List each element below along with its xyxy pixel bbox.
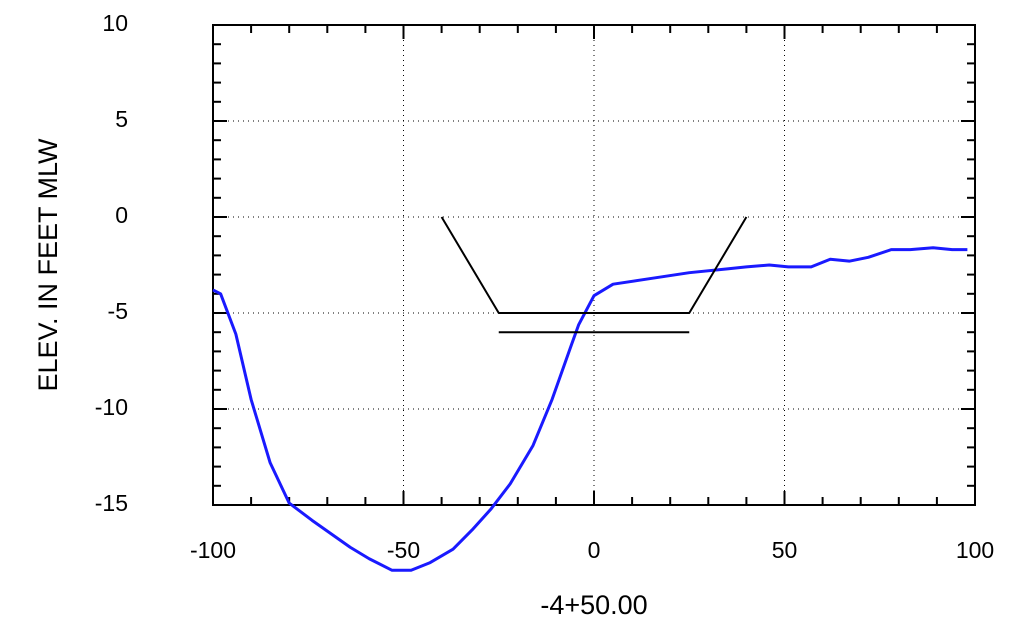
y-tick-label: -10 [95, 394, 128, 420]
plot-frame [212, 24, 976, 506]
x-tick-label: -100 [190, 537, 236, 563]
y-tick-label: -15 [95, 490, 128, 516]
series-line [212, 246, 968, 572]
x-axis-label: -4+50.00 [540, 590, 647, 620]
x-tick-label: 100 [956, 537, 994, 563]
y-axis-label: ELEV. IN FEET MLW [33, 138, 63, 392]
series-line [440, 216, 748, 314]
y-tick-label: 5 [115, 106, 128, 132]
x-tick-label: 0 [588, 537, 601, 563]
y-tick-label: 0 [115, 202, 128, 228]
x-tick-label: 50 [772, 537, 798, 563]
y-tick-label: 10 [102, 10, 128, 36]
x-tick-label: -50 [387, 537, 420, 563]
y-tick-label: -5 [108, 298, 128, 324]
